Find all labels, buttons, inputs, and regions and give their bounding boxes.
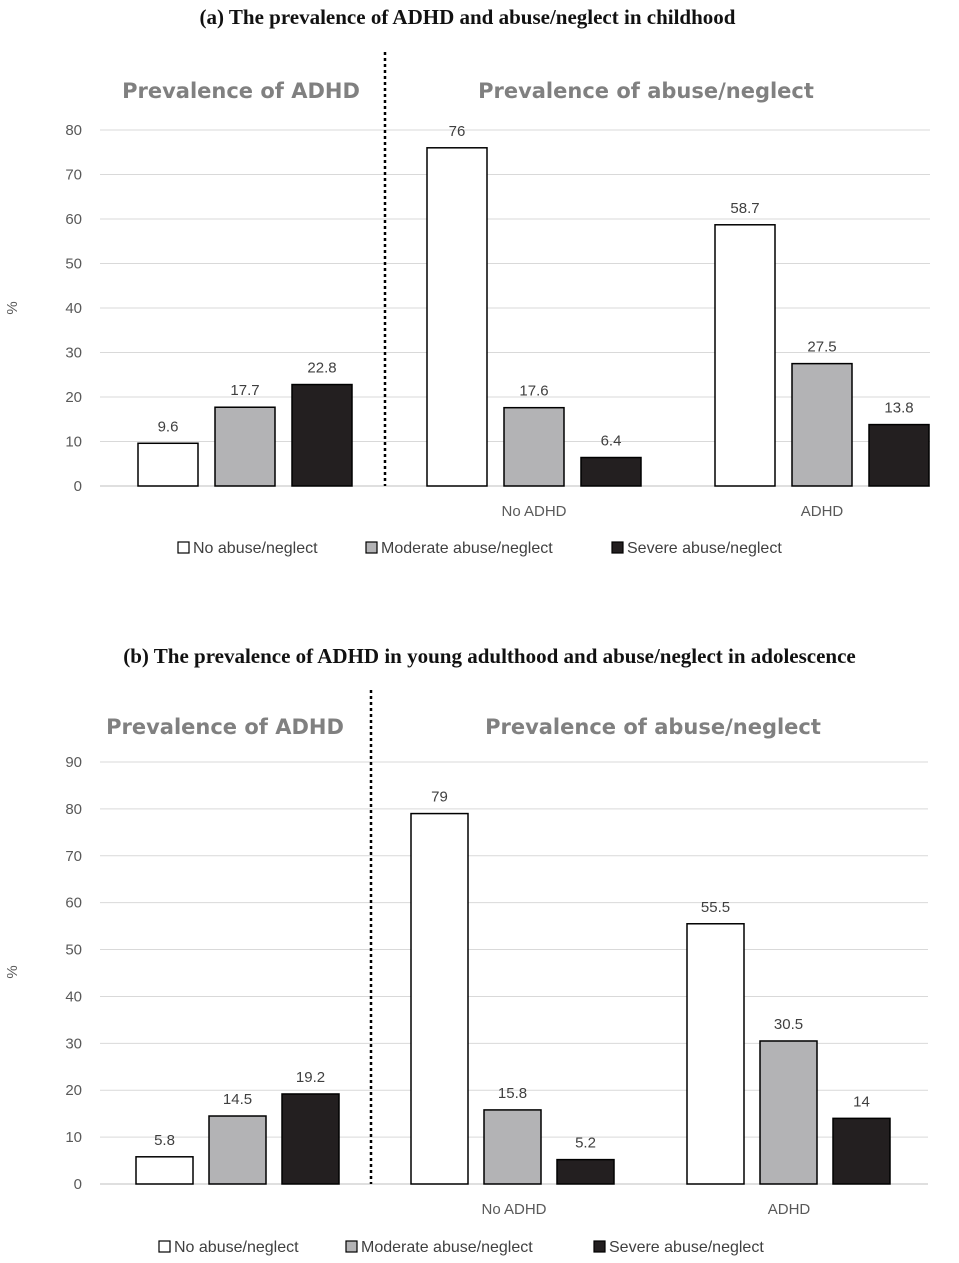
bar (214, 406, 276, 487)
category-label: ADHD (801, 503, 844, 520)
data-label: 19.2 (296, 1069, 325, 1086)
data-label: 27.5 (807, 339, 836, 356)
bar (556, 1158, 615, 1185)
bar (503, 406, 565, 487)
legend-label: Severe abuse/neglect (609, 1239, 764, 1256)
bar (759, 1040, 818, 1185)
section-label: Prevalence of abuse/neglect (485, 715, 821, 739)
legend-label: No abuse/neglect (193, 540, 318, 557)
section-label: Prevalence of ADHD (106, 715, 344, 739)
y-tick-label: 70 (65, 167, 82, 184)
bar (686, 923, 745, 1185)
y-tick-label: 10 (65, 1129, 82, 1146)
y-tick-label: 60 (65, 211, 82, 228)
y-tick-label: 40 (65, 988, 82, 1005)
y-tick-label: 40 (65, 300, 82, 317)
y-tick-label: 0 (74, 1176, 82, 1193)
data-label: 76 (449, 123, 466, 140)
category-label: No ADHD (481, 1201, 546, 1218)
data-label: 79 (431, 789, 448, 806)
bar (281, 1093, 340, 1185)
data-label: 14.5 (223, 1091, 252, 1108)
y-axis-label: % (4, 965, 21, 978)
bar (483, 1109, 542, 1185)
data-label: 15.8 (498, 1085, 527, 1102)
legend-label: Severe abuse/neglect (627, 540, 782, 557)
data-label: 9.6 (158, 418, 179, 435)
data-label: 14 (853, 1093, 870, 1110)
data-label: 5.2 (575, 1135, 596, 1152)
y-tick-label: 20 (65, 389, 82, 406)
y-tick-label: 30 (65, 345, 82, 362)
bar (868, 423, 930, 487)
y-tick-label: 50 (65, 942, 82, 959)
data-label: 30.5 (774, 1016, 803, 1033)
data-label: 55.5 (701, 899, 730, 916)
legend-swatch (345, 1240, 358, 1253)
y-tick-label: 20 (65, 1082, 82, 1099)
bar (208, 1115, 267, 1185)
y-axis-label: % (4, 301, 21, 314)
bar (426, 147, 488, 487)
data-label: 17.6 (519, 383, 548, 400)
y-tick-label: 80 (65, 801, 82, 818)
bar (832, 1117, 891, 1185)
bar (410, 812, 469, 1185)
section-label: Prevalence of abuse/neglect (478, 79, 814, 103)
data-label: 6.4 (601, 433, 622, 450)
legend-swatch (177, 541, 190, 554)
legend-label: No abuse/neglect (174, 1239, 299, 1256)
y-tick-label: 50 (65, 256, 82, 273)
bar (135, 1156, 194, 1185)
data-label: 5.8 (154, 1132, 175, 1149)
y-tick-label: 70 (65, 848, 82, 865)
legend-label: Moderate abuse/neglect (381, 540, 553, 557)
legend-swatch (365, 541, 378, 554)
category-label: ADHD (768, 1201, 811, 1218)
bar (291, 383, 353, 487)
y-tick-label: 80 (65, 122, 82, 139)
legend-label: Moderate abuse/neglect (361, 1239, 533, 1256)
legend-swatch (611, 541, 624, 554)
y-tick-label: 90 (65, 754, 82, 771)
chart-title-b: (b) The prevalence of ADHD in young adul… (123, 644, 856, 668)
bar (714, 224, 776, 487)
data-label: 13.8 (884, 400, 913, 417)
bar (137, 442, 199, 487)
data-label: 22.8 (307, 360, 336, 377)
y-tick-label: 0 (74, 478, 82, 495)
legend-swatch (593, 1240, 606, 1253)
bar (791, 362, 853, 487)
y-tick-label: 10 (65, 434, 82, 451)
section-label: Prevalence of ADHD (122, 79, 360, 103)
data-label: 17.7 (230, 382, 259, 399)
bar (580, 456, 642, 487)
chart-a: 0 10 20 30 40 50 60 70 80% Prevalence of ADHD Prev… (4, 52, 930, 557)
legend-swatch (158, 1240, 171, 1253)
category-label: No ADHD (501, 503, 566, 520)
y-tick-label: 30 (65, 1035, 82, 1052)
y-tick-label: 60 (65, 895, 82, 912)
data-label: 58.7 (730, 200, 759, 217)
chart-title-a: (a) The prevalence of ADHD and abuse/neg… (199, 5, 736, 29)
